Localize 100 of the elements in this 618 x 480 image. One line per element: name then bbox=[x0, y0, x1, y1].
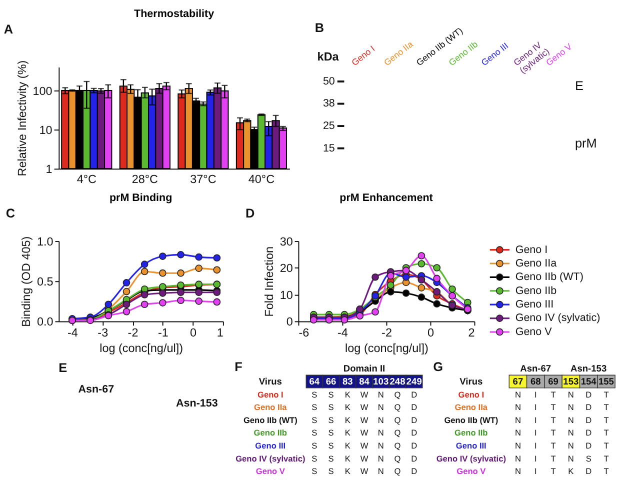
category-label: 154 bbox=[580, 376, 598, 386]
category-label: Geno IIb bbox=[454, 428, 488, 438]
text: B bbox=[314, 20, 324, 35]
category-label: 64 bbox=[309, 376, 320, 386]
text: D bbox=[586, 389, 592, 400]
text: I bbox=[534, 428, 537, 438]
legend-label: Geno IIb bbox=[515, 284, 557, 297]
text: Q bbox=[394, 440, 401, 451]
x-tick-label: -2 bbox=[128, 326, 138, 340]
text: S bbox=[312, 402, 318, 412]
point bbox=[372, 273, 379, 281]
category-label: Geno IIa bbox=[454, 402, 488, 412]
point bbox=[386, 288, 394, 296]
text: Virus bbox=[460, 376, 483, 386]
text: N bbox=[568, 453, 574, 464]
text: W bbox=[360, 440, 368, 451]
legend-label: Geno V bbox=[515, 326, 553, 338]
x-tick-label: -3 bbox=[98, 326, 108, 340]
category-label: Geno IIb (WT) bbox=[444, 414, 498, 425]
point bbox=[140, 300, 148, 308]
text: K bbox=[344, 389, 350, 400]
category-label: 50 bbox=[322, 75, 335, 88]
category-label: 68 bbox=[530, 376, 541, 386]
text: Q bbox=[394, 389, 401, 400]
text: E bbox=[58, 360, 68, 376]
category-label: Geno V bbox=[256, 466, 285, 476]
category-label: 38 bbox=[322, 98, 335, 110]
text: S bbox=[328, 389, 334, 400]
text: N bbox=[568, 428, 574, 438]
text: K bbox=[344, 402, 350, 412]
y-tick-label: 1 bbox=[46, 163, 52, 176]
chart-title: prM Enhancement bbox=[340, 192, 434, 204]
text: T bbox=[604, 428, 609, 438]
text: I bbox=[534, 440, 537, 451]
category-label: Geno IV (sylvatic) bbox=[236, 453, 306, 464]
legend-label: Geno III bbox=[515, 298, 554, 311]
text: kDa bbox=[317, 50, 340, 64]
text: N bbox=[378, 414, 384, 425]
text: W bbox=[360, 414, 368, 425]
text: D bbox=[586, 414, 592, 425]
category-label: Geno V bbox=[456, 466, 486, 476]
text: Q bbox=[394, 414, 401, 425]
category-label: 83 bbox=[342, 376, 353, 386]
text: K bbox=[568, 466, 574, 476]
text: D bbox=[411, 466, 418, 476]
y-tick-label: 30 bbox=[280, 235, 294, 248]
y-tick-label: 20 bbox=[280, 262, 294, 276]
category-label: Geno III bbox=[255, 440, 286, 451]
point bbox=[402, 273, 410, 281]
text: T bbox=[550, 453, 556, 464]
text: S bbox=[312, 428, 318, 438]
text: S bbox=[328, 440, 334, 451]
text: K bbox=[344, 453, 350, 464]
point bbox=[177, 251, 184, 258]
text: N bbox=[514, 440, 521, 451]
point bbox=[433, 264, 441, 272]
x-tick-label: -4 bbox=[338, 326, 348, 340]
text: D bbox=[586, 402, 592, 412]
y-tick-label: 0.0 bbox=[36, 316, 54, 329]
y-tick-label: 0 bbox=[286, 316, 294, 329]
point bbox=[433, 300, 441, 308]
text: T bbox=[550, 389, 556, 400]
category-label: 69 bbox=[548, 376, 558, 386]
point bbox=[402, 289, 410, 297]
text: W bbox=[360, 402, 368, 412]
text: K bbox=[344, 466, 350, 476]
text: D bbox=[411, 402, 418, 412]
text: N bbox=[568, 389, 574, 400]
category-label: Geno IIb bbox=[254, 428, 288, 438]
text: A bbox=[4, 22, 14, 37]
category-label: Geno IIa bbox=[254, 402, 287, 412]
text: N bbox=[378, 428, 384, 438]
point bbox=[177, 269, 184, 277]
category-label: 248 bbox=[390, 376, 406, 386]
category-label: Geno I bbox=[458, 389, 484, 400]
legend-label: Geno IIa bbox=[515, 257, 557, 270]
text: I bbox=[534, 414, 537, 425]
point bbox=[195, 298, 203, 305]
x-tick-label: 4°C bbox=[76, 172, 98, 186]
y-tick-label: 10 bbox=[280, 288, 294, 302]
point bbox=[158, 269, 166, 277]
text: Asn-67 bbox=[78, 384, 114, 396]
text: S bbox=[328, 428, 334, 438]
category-label: 103 bbox=[373, 376, 389, 386]
y-tick-label: 10 bbox=[39, 124, 53, 137]
text: D bbox=[411, 389, 418, 400]
point bbox=[386, 272, 394, 280]
text: T bbox=[550, 402, 556, 412]
text: K bbox=[344, 414, 350, 425]
point bbox=[195, 288, 203, 296]
text: D bbox=[411, 440, 418, 451]
text: N bbox=[378, 466, 384, 476]
text: W bbox=[360, 428, 368, 438]
legend-label: Geno IV (sylvatic) bbox=[515, 312, 600, 324]
text: N bbox=[378, 402, 384, 412]
text: S bbox=[328, 466, 334, 476]
text: N bbox=[568, 440, 574, 451]
point bbox=[158, 252, 166, 260]
text: W bbox=[360, 453, 368, 464]
chart-title: prM Binding bbox=[109, 192, 172, 204]
